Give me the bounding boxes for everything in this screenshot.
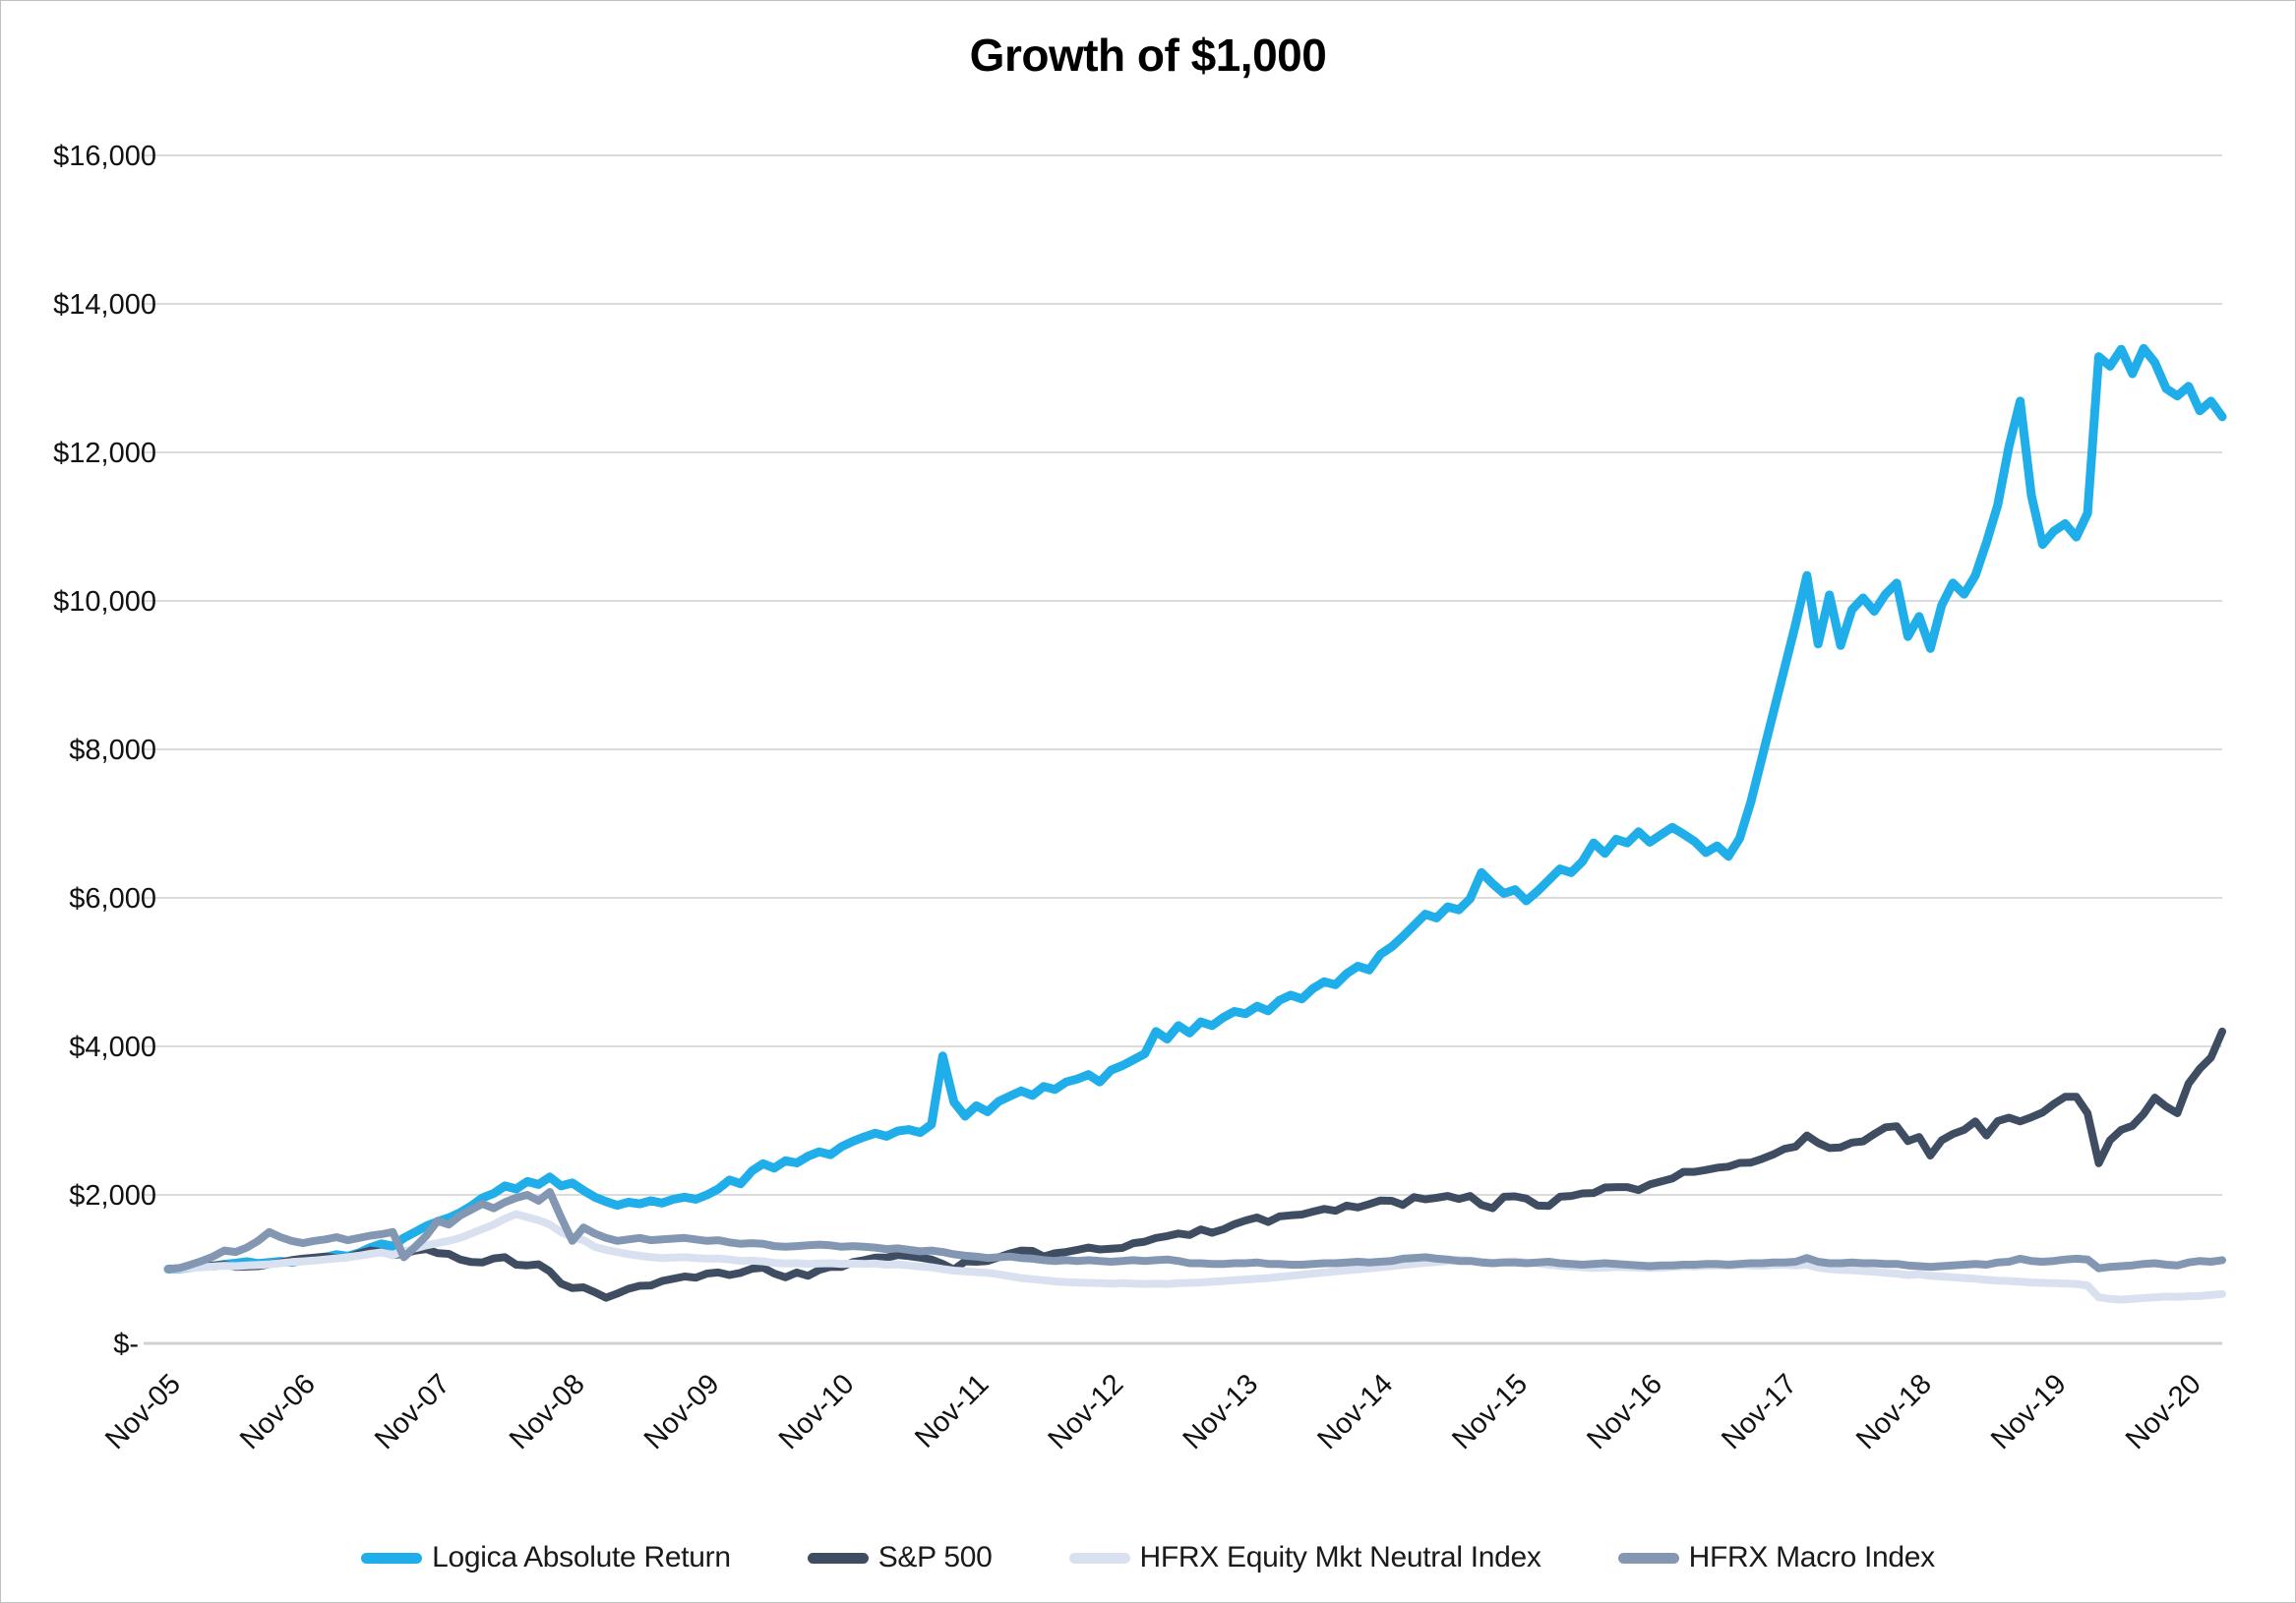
legend-item-logica-absolute-return: Logica Absolute Return: [361, 1541, 731, 1574]
svg-text:$-: $-: [113, 1329, 139, 1360]
svg-text:$12,000: $12,000: [53, 438, 156, 469]
svg-text:Nov-19: Nov-19: [1985, 1368, 2073, 1455]
svg-text:Nov-11: Nov-11: [909, 1368, 995, 1454]
svg-text:Nov-14: Nov-14: [1311, 1368, 1399, 1455]
legend-swatch-sp500: [807, 1552, 869, 1564]
svg-text:$8,000: $8,000: [69, 735, 156, 766]
legend-swatch-hfrx-macro: [1617, 1552, 1679, 1564]
svg-text:Nov-20: Nov-20: [2120, 1368, 2207, 1455]
legend-item-sp500: S&P 500: [807, 1541, 993, 1574]
legend-label-sp500: S&P 500: [877, 1541, 993, 1573]
chart-title: Growth of $1,000: [969, 30, 1327, 81]
legend-item-hfrx-equity-mkt-neutral: HFRX Equity Mkt Neutral Index: [1068, 1541, 1541, 1574]
svg-text:Nov-06: Nov-06: [234, 1368, 322, 1455]
svg-text:Nov-18: Nov-18: [1850, 1368, 1938, 1455]
svg-text:$14,000: $14,000: [53, 289, 156, 321]
svg-text:Nov-05: Nov-05: [99, 1368, 187, 1455]
svg-text:Nov-12: Nov-12: [1043, 1368, 1130, 1455]
svg-text:$4,000: $4,000: [69, 1032, 156, 1063]
svg-text:Nov-08: Nov-08: [504, 1368, 591, 1455]
svg-text:Nov-17: Nov-17: [1716, 1368, 1803, 1455]
legend-swatch-hfrx-emn: [1068, 1552, 1130, 1564]
svg-text:$2,000: $2,000: [69, 1180, 156, 1212]
legend-label-hfrx-macro: HFRX Macro Index: [1688, 1541, 1936, 1573]
legend-item-hfrx-macro: HFRX Macro Index: [1617, 1541, 1936, 1574]
svg-text:Nov-07: Nov-07: [369, 1368, 456, 1455]
legend-label-logica: Logica Absolute Return: [432, 1541, 731, 1573]
chart-legend: Logica Absolute Return S&P 500 HFRX Equi…: [1, 1541, 2295, 1574]
legend-swatch-logica: [361, 1552, 423, 1564]
svg-text:$10,000: $10,000: [53, 586, 156, 618]
svg-text:$16,000: $16,000: [53, 141, 156, 172]
svg-text:Nov-13: Nov-13: [1178, 1368, 1265, 1455]
legend-label-hfrx-emn: HFRX Equity Mkt Neutral Index: [1139, 1541, 1541, 1573]
svg-text:Nov-10: Nov-10: [773, 1368, 861, 1455]
svg-text:Nov-15: Nov-15: [1446, 1368, 1534, 1455]
svg-text:Nov-16: Nov-16: [1581, 1368, 1668, 1455]
svg-text:Nov-09: Nov-09: [638, 1368, 726, 1455]
svg-text:$6,000: $6,000: [69, 883, 156, 915]
